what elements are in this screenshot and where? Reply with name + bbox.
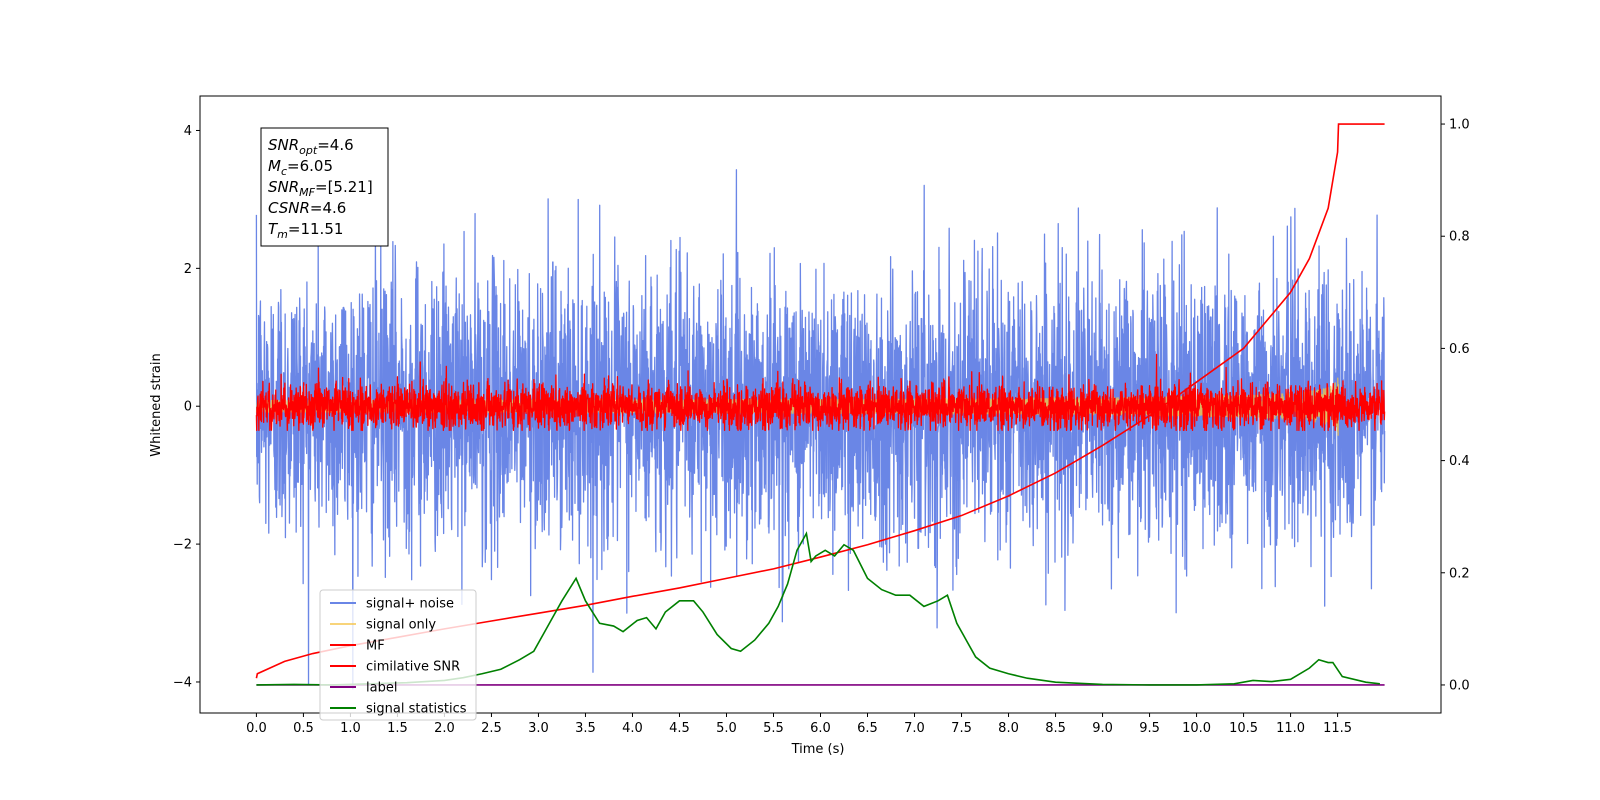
y2-tick-label: 0.4 [1449, 454, 1470, 469]
y2-tick-label: 0.2 [1449, 566, 1470, 581]
info-symbol: T [268, 220, 279, 238]
x-tick-label: 7.5 [951, 721, 972, 736]
info-line: SNRopt=4.6 [268, 136, 354, 157]
x-tick-label: 5.0 [716, 721, 737, 736]
legend-label-signal-noise: signal+ noise [366, 597, 454, 612]
info-symbol: SNR [268, 136, 299, 154]
info-value: =6.05 [287, 157, 333, 175]
y-tick-label: 2 [184, 262, 192, 277]
legend-label-mf: MF [366, 639, 385, 654]
info-line: SNRMF=[5.21] [268, 178, 373, 199]
info-subscript: c [281, 165, 287, 178]
x-tick-label: 11.0 [1276, 721, 1305, 736]
y2-tick-label: 0.8 [1449, 230, 1470, 245]
info-box-frame [260, 127, 389, 247]
x-tick-label: 0.5 [293, 721, 314, 736]
series-mf [255, 353, 1386, 431]
y-tick-label: 4 [184, 124, 192, 139]
info-symbol: CSNR [268, 199, 310, 217]
x-tick-label: 9.5 [1139, 721, 1160, 736]
x-tick-label: 3.5 [575, 721, 596, 736]
info-symbol: SNR [268, 178, 299, 196]
x-tick-label: 4.0 [622, 721, 643, 736]
info-subscript: opt [299, 144, 318, 157]
x-axis: 0.0 0.5 1.0 1.5 2.0 2.5 3.0 3.5 4.0 4.5 5.0 5.5 6.0 6… [246, 713, 1352, 736]
x-tick-label: 4.5 [669, 721, 690, 736]
info-value: =11.51 [288, 220, 344, 238]
x-tick-label: 10.0 [1182, 721, 1211, 736]
x-tick-label: 6.0 [810, 721, 831, 736]
y-axis-label: Whitened strain [149, 353, 164, 456]
info-symbol: M [268, 157, 281, 175]
x-tick-label: 6.5 [857, 721, 878, 736]
info-subscript: MF [299, 186, 315, 199]
info-line: Tm=11.51 [268, 220, 343, 241]
y-tick-label: −4 [173, 675, 192, 690]
x-tick-label: 11.5 [1323, 721, 1352, 736]
x-tick-label: 3.0 [528, 721, 549, 736]
info-value: =4.6 [310, 199, 346, 217]
info-subscript: m [277, 228, 288, 241]
x-axis-label: Time (s) [791, 742, 845, 757]
y-axis-right: 1.0 0.8 0.6 0.4 0.2 0.0 [1441, 118, 1470, 693]
legend-label-signal-only: signal only [366, 618, 436, 633]
legend: signal+ noise signal only MF cimilative SNR… [319, 589, 477, 721]
legend-label-signal-statistics: signal statistics [366, 702, 467, 717]
y2-tick-label: 0.6 [1449, 342, 1470, 357]
info-value: =[5.21] [315, 178, 373, 196]
x-tick-label: 7.0 [904, 721, 925, 736]
info-box: SNRopt=4.6Mc=6.05SNRMF=[5.21]CSNR=4.6Tm=… [260, 127, 389, 247]
x-tick-label: 8.0 [998, 721, 1019, 736]
y-axis-left: 4 2 0 −2 −4 [173, 124, 200, 690]
x-tick-label: 2.5 [481, 721, 502, 736]
y2-tick-label: 1.0 [1449, 118, 1470, 133]
x-tick-label: 2.0 [434, 721, 455, 736]
y-tick-label: −2 [173, 538, 192, 553]
legend-label-cimilative-snr: cimilative SNR [366, 660, 460, 675]
x-tick-label: 1.0 [340, 721, 361, 736]
legend-label-label: label [366, 681, 397, 696]
info-line: Mc=6.05 [268, 157, 333, 178]
x-tick-label: 8.5 [1045, 721, 1066, 736]
series-signal-statistics [256, 531, 1380, 686]
x-tick-label: 9.0 [1092, 721, 1113, 736]
info-value: =4.6 [317, 136, 353, 154]
legend-frame [319, 589, 477, 721]
info-line: CSNR=4.6 [268, 199, 346, 217]
x-tick-label: 0.0 [246, 721, 267, 736]
y-tick-label: 0 [184, 400, 192, 415]
x-tick-label: 1.5 [387, 721, 408, 736]
y2-tick-label: 0.0 [1449, 678, 1470, 693]
x-tick-label: 10.5 [1229, 721, 1258, 736]
x-tick-label: 5.5 [763, 721, 784, 736]
